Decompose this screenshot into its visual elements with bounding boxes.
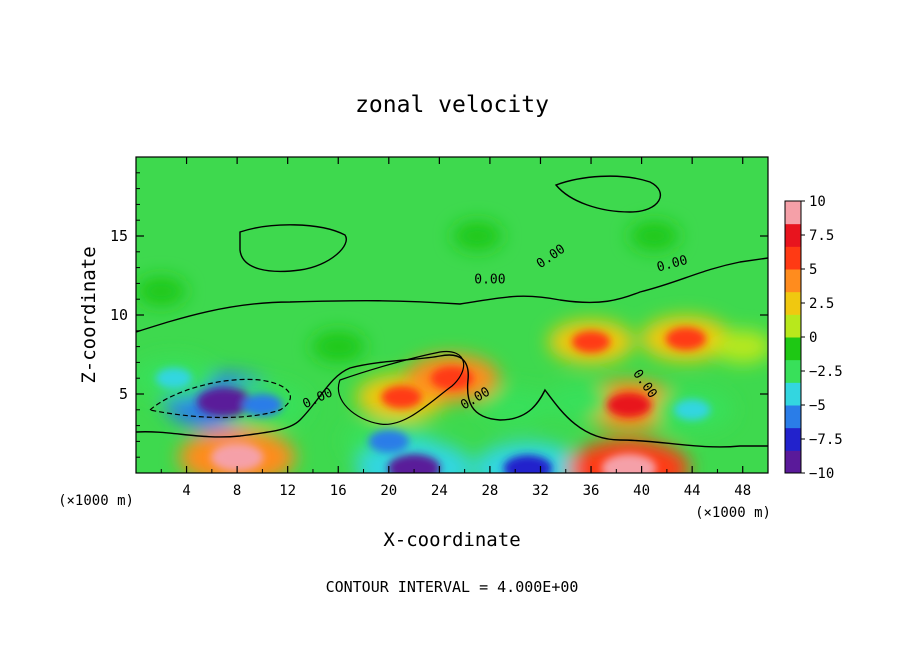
chart-title: zonal velocity [355,92,549,118]
x-tick-label: 4 [182,483,190,499]
x-unit-left: (×1000 m) [58,493,134,509]
colorbar-segment [785,201,801,225]
colorbar-segment [785,382,801,406]
feature-core [571,330,611,353]
x-tick-label: 32 [532,483,549,499]
y-tick-label: 5 [119,385,128,403]
colorbar-segment [785,450,801,474]
zero-contour-main [136,257,768,333]
colorbar-segment [785,359,801,383]
feature-halo [452,221,503,251]
x-tick-label: 8 [233,483,241,499]
x-tick-label: 48 [734,483,751,499]
colorbar-tick-label: −10 [809,466,834,482]
colorbar-tick-label: 7.5 [809,228,834,244]
zero-contour-island [239,224,347,273]
feature-halo [136,276,187,306]
colorbar-tick-label: 10 [809,194,826,210]
colorbar-tick-label: 2.5 [809,296,834,312]
colorbar-segment [785,223,801,247]
feature-core [155,367,193,389]
heatmap-field [136,157,768,473]
feature-halo [311,331,366,363]
colorbar-tick-label: −2.5 [809,364,843,380]
positive-contour [337,350,465,425]
x-tick-label: 12 [279,483,296,499]
colorbar-tick-label: 5 [809,262,817,278]
x-axis: 4 8 12 16 20 24 28 32 36 40 44 48 [160,157,751,499]
feature-core [197,387,252,417]
feature-core [210,443,264,472]
colorbar-tick-label: −7.5 [809,432,843,448]
x-tick-label: 40 [633,483,650,499]
colorbar-segment [785,337,801,361]
colorbar: 10 7.5 5 2.5 0 −2.5 −5 −7.5 −10 [784,194,843,482]
feature-core [665,327,707,351]
x-tick-label: 28 [481,483,498,499]
feature-core [606,392,652,418]
y-tick-label: 10 [110,306,128,324]
velocity-cores [155,327,711,473]
x-tick-label: 20 [380,483,397,499]
colorbar-segment [785,291,801,315]
colorbar-segment [785,314,801,338]
y-tick-label: 15 [110,227,128,245]
feature-core [242,393,283,417]
colorbar-segment [785,246,801,270]
colorbar-segment [785,405,801,429]
negative-contour [148,378,291,419]
zero-contour-lower [136,354,768,448]
x-tick-label: 16 [330,483,347,499]
feature-core [381,385,422,409]
feature-halo [481,388,549,425]
colorbar-tick-label: 0 [809,330,817,346]
y-axis: 5 10 15 [110,172,768,458]
feature-core [387,454,441,473]
y-axis-label: Z-coordinate [78,246,100,383]
x-axis-label: X-coordinate [383,529,520,551]
feature-halo [629,221,679,251]
feature-core [673,399,711,421]
feature-core [368,430,410,453]
contour-label: 0.00 [474,272,505,287]
x-tick-label: 44 [684,483,701,499]
x-unit-right: (×1000 m) [695,505,771,521]
feature-halo [713,330,768,364]
x-tick-label: 36 [583,483,600,499]
feature-core [503,455,553,473]
x-tick-label: 24 [431,483,448,499]
colorbar-tick-label: −5 [809,398,826,414]
feature-core [601,453,657,473]
zero-contour-top [554,175,662,213]
colorbar-segment [785,427,801,451]
colorbar-segment [785,269,801,293]
contour-interval-note: CONTOUR INTERVAL = 4.000E+00 [326,578,579,596]
